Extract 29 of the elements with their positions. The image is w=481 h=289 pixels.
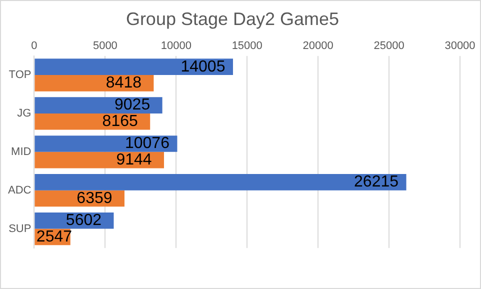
bar [34,97,162,114]
y-tick-label: ADC [8,184,32,196]
data-label: 6359 [76,190,112,207]
bar [34,75,154,92]
bar [34,152,164,168]
y-tick-label: TOP [8,69,32,82]
data-label: 5602 [66,212,102,230]
x-tick-label: 10000 [160,40,192,52]
chart-title: Group Stage Day2 Game5 [126,8,340,29]
bar [34,58,233,76]
data-label: 10076 [124,135,170,152]
bar [34,136,178,152]
x-tick-label: 0 [31,40,38,52]
data-label: 9025 [114,96,150,114]
data-label: 8165 [102,113,138,130]
bar [34,113,150,130]
bar [34,174,406,190]
y-tick-label: JG [17,107,32,120]
data-label: 8418 [106,74,142,92]
x-tick-label: 30000 [444,40,476,52]
x-tick-label: 15000 [232,40,262,52]
x-tick-label: 20000 [302,40,334,52]
y-tick-label: SUP [8,222,32,235]
data-label: 14005 [180,58,226,76]
data-label: 26215 [354,174,399,191]
data-label: 9144 [116,151,152,168]
x-tick-label: 5000 [92,40,118,52]
x-tick-label: 25000 [374,40,404,52]
y-tick-label: MID [11,146,32,158]
